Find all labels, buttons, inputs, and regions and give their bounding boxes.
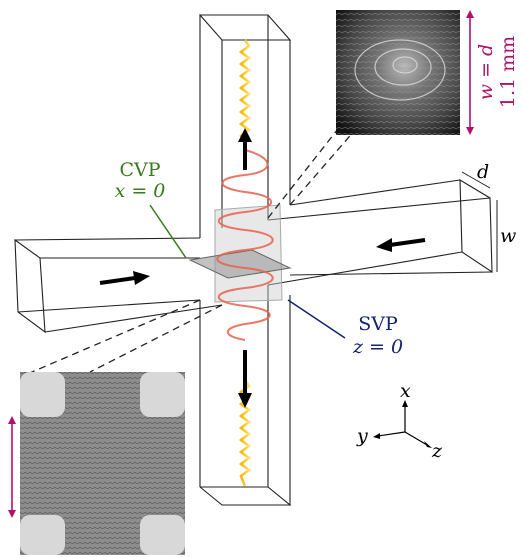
svp-pointer	[288, 300, 345, 338]
inset-scale: 1.1 mm	[497, 36, 519, 108]
leader	[25, 300, 200, 375]
cvp-pointer	[150, 205, 186, 258]
depth-label: d	[477, 161, 489, 183]
axis-y: y	[356, 425, 368, 447]
cvp-plane-label: x = 0	[115, 180, 166, 202]
leader	[290, 130, 355, 205]
svp-plane-label: z = 0	[352, 336, 403, 358]
diagram: w = d 1.1 mm d w CVP x = 0 SVP z = 0 x y…	[0, 0, 522, 557]
scale-arrow-bottom	[8, 416, 16, 518]
axis-z: z	[431, 440, 443, 462]
leader	[268, 120, 345, 218]
scale-arrow-top	[466, 10, 474, 135]
svp-name: SVP	[358, 313, 398, 335]
axis-x: x	[400, 380, 411, 402]
axes-triad	[373, 400, 432, 448]
width-label: w	[500, 225, 516, 247]
inset-dim: w = d	[475, 44, 497, 100]
cvp-name: CVP	[119, 159, 160, 181]
